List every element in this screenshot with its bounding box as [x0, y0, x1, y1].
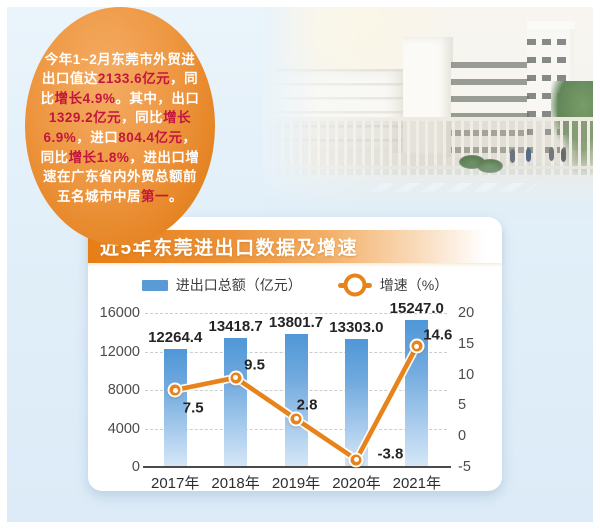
trend-value-label: 9.5	[244, 356, 266, 374]
left-axis-tick: 0	[131, 459, 140, 475]
trend-value-label: 2.8	[296, 396, 318, 414]
left-axis-tick: 8000	[107, 382, 140, 398]
left-axis-tick: 12000	[99, 343, 140, 360]
info-bubble-line: 五名城市中居第一。	[41, 187, 200, 207]
chart-title-banner: 近5年东莞进出口数据及增速	[88, 230, 502, 263]
info-bubble: 今年1~2月东莞市外贸进 出口值达2133.6亿元，同 比增长4.9%。其中，出口 1…	[25, 7, 215, 245]
bar-swatch-icon	[141, 279, 168, 291]
x-axis-line	[143, 466, 451, 468]
highlighted-stat: 第一	[141, 188, 169, 204]
trend-value-label: 14.6	[423, 326, 453, 344]
left-axis-tick: 4000	[107, 420, 140, 437]
chart-legend: 进出口总额（亿元） 增速（%）	[88, 275, 502, 295]
highlighted-stat: 804.4亿元	[118, 130, 183, 145]
x-axis-label: 2018年	[211, 475, 260, 492]
bubble-text-segment: ，同比	[121, 110, 164, 126]
bubble-text-segment: 同比	[40, 149, 69, 165]
campus-photo	[263, 7, 593, 221]
trend-point-marker	[228, 370, 244, 386]
bubble-text-segment: 今年1~2月东莞市外贸进	[44, 51, 196, 67]
trend-value-label: -3.8	[377, 445, 404, 463]
right-axis-tick: 0	[458, 428, 467, 445]
highlighted-stat: 1329.2亿元	[48, 110, 122, 126]
bubble-text-segment: ，同	[170, 71, 199, 87]
highlighted-stat: 增长	[163, 110, 192, 126]
highlighted-stat: 6.9%	[43, 130, 77, 145]
info-bubble-text: 今年1~2月东莞市外贸进 出口值达2133.6亿元，同 比增长4.9%。其中，出口 1…	[41, 46, 200, 207]
x-axis-label: 2019年	[271, 475, 321, 492]
bubble-text-segment: ，进出口增	[129, 149, 200, 165]
highlighted-stat: 增长1.8%	[68, 149, 130, 165]
legend-label: 进出口总额（亿元）	[175, 277, 302, 293]
bar-value-label: 13418.7	[208, 317, 263, 335]
info-bubble-line: 同比增长1.8%，进出口增	[41, 148, 200, 168]
bubble-text-segment: ，进口	[76, 130, 119, 145]
bubble-text-segment: ，	[182, 130, 197, 145]
highlighted-stat: 2133.6亿元	[97, 71, 171, 87]
left-axis-tick: 16000	[99, 305, 140, 321]
bubble-text-segment: 出口值达	[41, 71, 98, 87]
info-bubble-line: 6.9%，进口804.4亿元，	[41, 128, 200, 148]
legend-label: 增速（%）	[379, 277, 449, 293]
right-axis-tick: 15	[458, 335, 475, 352]
trend-value-label: 7.5	[182, 399, 204, 417]
legend-item-growth: 增速（%）	[337, 275, 449, 295]
info-bubble-line: 速在广东省内外贸总额前	[41, 167, 200, 187]
x-axis-label: 2017年	[151, 475, 200, 492]
info-bubble-line: 1329.2亿元，同比增长	[41, 108, 200, 128]
bar-value-label: 12264.4	[148, 328, 203, 346]
bubble-text-segment: 。	[169, 188, 183, 204]
right-axis-tick: 5	[458, 397, 467, 414]
chart-card: 近5年东莞进出口数据及增速 进出口总额（亿元） 增速（%） 16000 12000…	[88, 217, 502, 492]
x-axis-label: 2020年	[332, 475, 381, 492]
trend-point-marker	[288, 411, 304, 427]
total-trade-bar	[344, 338, 368, 467]
trend-point-marker	[348, 452, 364, 468]
bubble-text-segment: 比	[40, 90, 55, 106]
bubble-text-segment: 。其中，出口	[115, 90, 200, 106]
highlighted-stat: 增长4.9%	[54, 90, 116, 106]
right-axis-tick: -5	[458, 459, 471, 475]
trend-point-marker	[167, 382, 183, 398]
bar-value-label: 13303.0	[329, 318, 384, 336]
grid-line	[145, 313, 447, 314]
trend-point-marker	[409, 338, 425, 354]
bar-value-label: 15247.0	[389, 300, 444, 318]
chart-title: 近5年东莞进出口数据及增速	[100, 238, 359, 259]
bubble-text-segment: 五名城市中居	[57, 188, 141, 204]
info-bubble-line: 出口值达2133.6亿元，同	[41, 69, 200, 89]
photo-bottom-fade	[263, 161, 593, 221]
right-axis-tick: 20	[458, 305, 475, 321]
bubble-text-segment: 速在广东省内外贸总额前	[43, 169, 197, 185]
info-bubble-line: 比增长4.9%。其中，出口	[41, 89, 200, 109]
x-axis-label: 2021年	[392, 475, 441, 492]
right-axis-tick: 10	[458, 366, 475, 383]
bar-value-label: 13801.7	[268, 314, 324, 332]
line-marker-icon	[337, 282, 372, 288]
info-bubble-line: 今年1~2月东莞市外贸进	[41, 50, 200, 70]
page-background: 近5年东莞进出口数据及增速 进出口总额（亿元） 增速（%） 16000 12000…	[7, 7, 593, 522]
legend-item-total: 进出口总额（亿元）	[141, 275, 302, 295]
